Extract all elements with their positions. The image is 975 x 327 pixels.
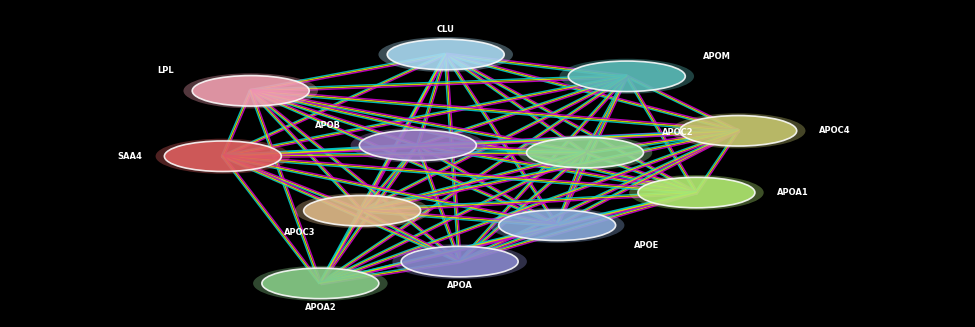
Circle shape <box>262 268 379 299</box>
Circle shape <box>183 73 318 108</box>
Text: CLU: CLU <box>437 25 454 34</box>
Circle shape <box>498 210 615 241</box>
Circle shape <box>526 137 644 168</box>
Circle shape <box>629 175 763 210</box>
Text: SAA4: SAA4 <box>117 152 142 161</box>
Text: APOA: APOA <box>447 281 473 290</box>
Circle shape <box>387 39 504 70</box>
Text: APOB: APOB <box>315 121 341 130</box>
Circle shape <box>560 59 694 94</box>
Circle shape <box>192 76 309 106</box>
Circle shape <box>156 139 291 174</box>
Text: APOM: APOM <box>703 52 731 61</box>
Circle shape <box>671 113 805 148</box>
Circle shape <box>392 244 526 279</box>
Circle shape <box>303 196 420 226</box>
Text: APOA2: APOA2 <box>304 302 336 312</box>
Circle shape <box>401 246 518 277</box>
Circle shape <box>378 37 513 72</box>
Text: APOC3: APOC3 <box>284 228 315 237</box>
Circle shape <box>518 135 652 170</box>
Text: APOA1: APOA1 <box>777 188 809 197</box>
Circle shape <box>360 130 477 161</box>
Text: APOC4: APOC4 <box>819 126 850 135</box>
Circle shape <box>294 193 429 228</box>
Circle shape <box>165 141 282 171</box>
Circle shape <box>680 115 797 146</box>
Circle shape <box>638 177 755 208</box>
Circle shape <box>351 128 486 163</box>
Text: APOE: APOE <box>634 241 659 250</box>
Circle shape <box>489 208 624 243</box>
Circle shape <box>568 61 685 92</box>
Circle shape <box>254 266 388 301</box>
Text: APOC2: APOC2 <box>662 128 693 137</box>
Text: LPL: LPL <box>158 66 175 75</box>
